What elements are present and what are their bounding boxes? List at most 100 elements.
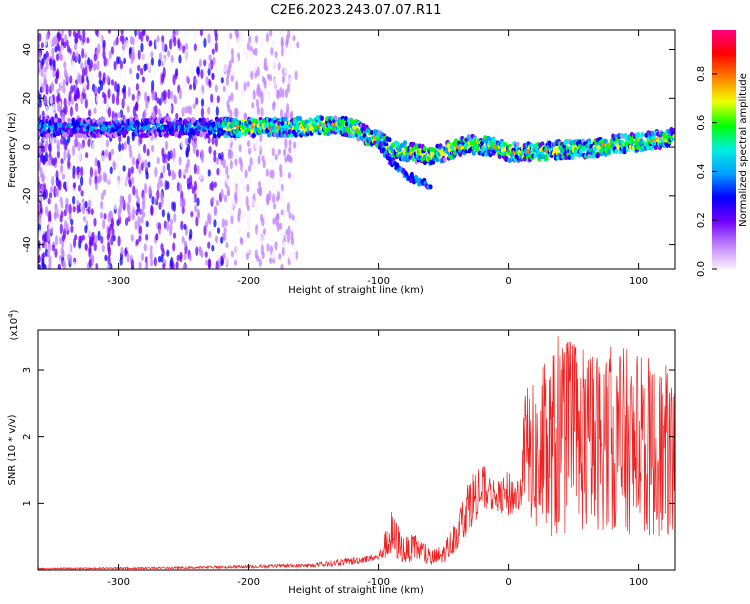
spectrogram-speckle <box>247 165 252 172</box>
spectrogram-speckle <box>68 53 72 60</box>
spectrogram-speckle <box>151 196 155 205</box>
spectrogram-speckle <box>156 182 160 191</box>
spectrogram-speckle <box>225 76 229 86</box>
spectrogram-speckle <box>140 42 144 53</box>
spectrogram-speckle <box>169 224 173 232</box>
spectrogram-ridge-cell <box>196 131 201 137</box>
spectrogram-ridge-cell <box>333 115 338 121</box>
spectrogram-speckle <box>60 78 64 87</box>
spectrogram-speckle <box>63 67 68 79</box>
spectrogram-speckle <box>70 85 74 94</box>
spectrogram-speckle <box>54 248 58 258</box>
snr-ylabel: SNR (10 * v/v) <box>7 414 18 485</box>
spectrogram-speckle <box>63 209 67 217</box>
spectrogram-speckle <box>108 50 112 60</box>
spectrogram-ridge-cell <box>174 127 179 133</box>
spectrogram-speckle <box>254 35 259 44</box>
spectrogram-speckle <box>284 138 288 149</box>
spectrogram-ridge-cell <box>446 143 451 149</box>
spectrogram-speckle <box>246 246 251 254</box>
spectrogram-speckle <box>252 89 256 100</box>
spectrogram-speckle <box>173 213 177 223</box>
spectrogram-speckle <box>243 227 248 234</box>
spectrogram-speckle <box>273 77 277 88</box>
spectrogram-speckle <box>78 235 82 243</box>
spectrogram-speckle <box>250 70 254 80</box>
spectrogram-speckle <box>67 243 71 254</box>
spectrogram-speckle <box>119 257 123 266</box>
spectrogram-speckle <box>148 138 152 149</box>
spectrogram-speckle <box>181 206 185 215</box>
spectrogram-speckle <box>63 61 67 69</box>
spectrogram-speckle <box>278 253 282 260</box>
spectrogram-speckle <box>269 169 273 179</box>
spectrogram-speckle <box>149 258 154 267</box>
spectrogram-speckle <box>178 168 182 179</box>
spectrogram-speckle <box>80 142 84 150</box>
spectrogram-speckle <box>144 91 148 103</box>
spectrogram-speckle <box>238 156 242 164</box>
spectrogram-ridge-cell <box>515 141 520 147</box>
spectrogram-speckle <box>213 206 218 216</box>
spectrogram-speckle <box>155 233 159 241</box>
spectrogram-speckle <box>84 47 88 55</box>
spectrogram-speckle <box>166 162 170 171</box>
spectrogram-ridge-cell <box>622 146 627 152</box>
spectrogram-ridge-cell <box>397 147 402 153</box>
spectrogram-speckle <box>107 174 112 185</box>
spectrogram-speckle <box>97 86 101 94</box>
spectrogram-speckle <box>113 201 118 210</box>
spectrogram-speckle <box>78 74 82 85</box>
spectrogram-speckle <box>160 172 164 179</box>
spectrogram-speckle <box>63 41 67 49</box>
spectrogram-speckle <box>125 42 130 52</box>
spectrogram-speckle <box>242 165 246 172</box>
spectrogram-speckle <box>126 201 130 212</box>
spectrogram-speckle <box>276 56 280 65</box>
spectrogram-speckle <box>45 84 49 95</box>
spectrogram-speckle <box>143 109 147 119</box>
spectrogram-ridge-cell <box>266 132 271 138</box>
spectrogram-speckle <box>279 30 283 38</box>
snr-xtick-label: 0 <box>505 577 511 588</box>
spectrogram-speckle <box>103 98 107 105</box>
spectrogram-speckle <box>208 54 212 61</box>
spectrogram-speckle <box>49 58 53 66</box>
spectrogram-ridge-cell <box>67 117 72 123</box>
spectrogram-speckle <box>286 83 291 94</box>
spectrogram-speckle <box>117 208 121 219</box>
spectrogram-speckle <box>49 186 54 194</box>
spectrogram-speckle <box>121 35 125 45</box>
spectrogram-speckle <box>257 143 261 152</box>
spectrogram-speckle <box>83 80 87 90</box>
spectrogram-xtick-label: -100 <box>367 276 390 287</box>
spectrogram-speckle <box>290 173 294 185</box>
spectrogram-speckle <box>234 191 238 201</box>
spectrogram-speckle <box>208 230 212 239</box>
spectrogram-ridge-cell <box>198 117 203 123</box>
spectrogram-speckle <box>48 143 52 154</box>
spectrogram-speckle <box>68 67 73 76</box>
spectrogram-speckle <box>91 141 95 153</box>
spectrogram-speckle <box>108 210 112 218</box>
spectrogram-speckle <box>97 176 101 184</box>
spectrogram-speckle <box>252 110 257 118</box>
spectrogram-speckle <box>140 208 144 215</box>
spectrogram-speckle <box>213 150 217 157</box>
spectrogram-ridge-cell <box>129 116 134 122</box>
spectrogram-speckle <box>58 206 62 215</box>
spectrogram-speckle <box>138 225 143 235</box>
spectrogram-speckle <box>44 242 48 250</box>
spectrogram-speckle <box>222 253 226 260</box>
spectrogram-speckle <box>189 239 193 249</box>
spectrogram-speckle <box>231 197 235 209</box>
spectrogram-speckle <box>272 217 276 225</box>
spectrogram-ridge-cell <box>403 140 408 146</box>
spectrogram-speckle <box>220 236 224 244</box>
spectrogram-speckle <box>263 211 267 222</box>
spectrogram-speckle <box>204 30 208 34</box>
spectrogram-speckle <box>170 54 174 63</box>
spectrogram-speckle <box>61 259 65 268</box>
spectrogram-speckle <box>113 60 117 71</box>
spectrogram-speckle <box>119 60 124 70</box>
